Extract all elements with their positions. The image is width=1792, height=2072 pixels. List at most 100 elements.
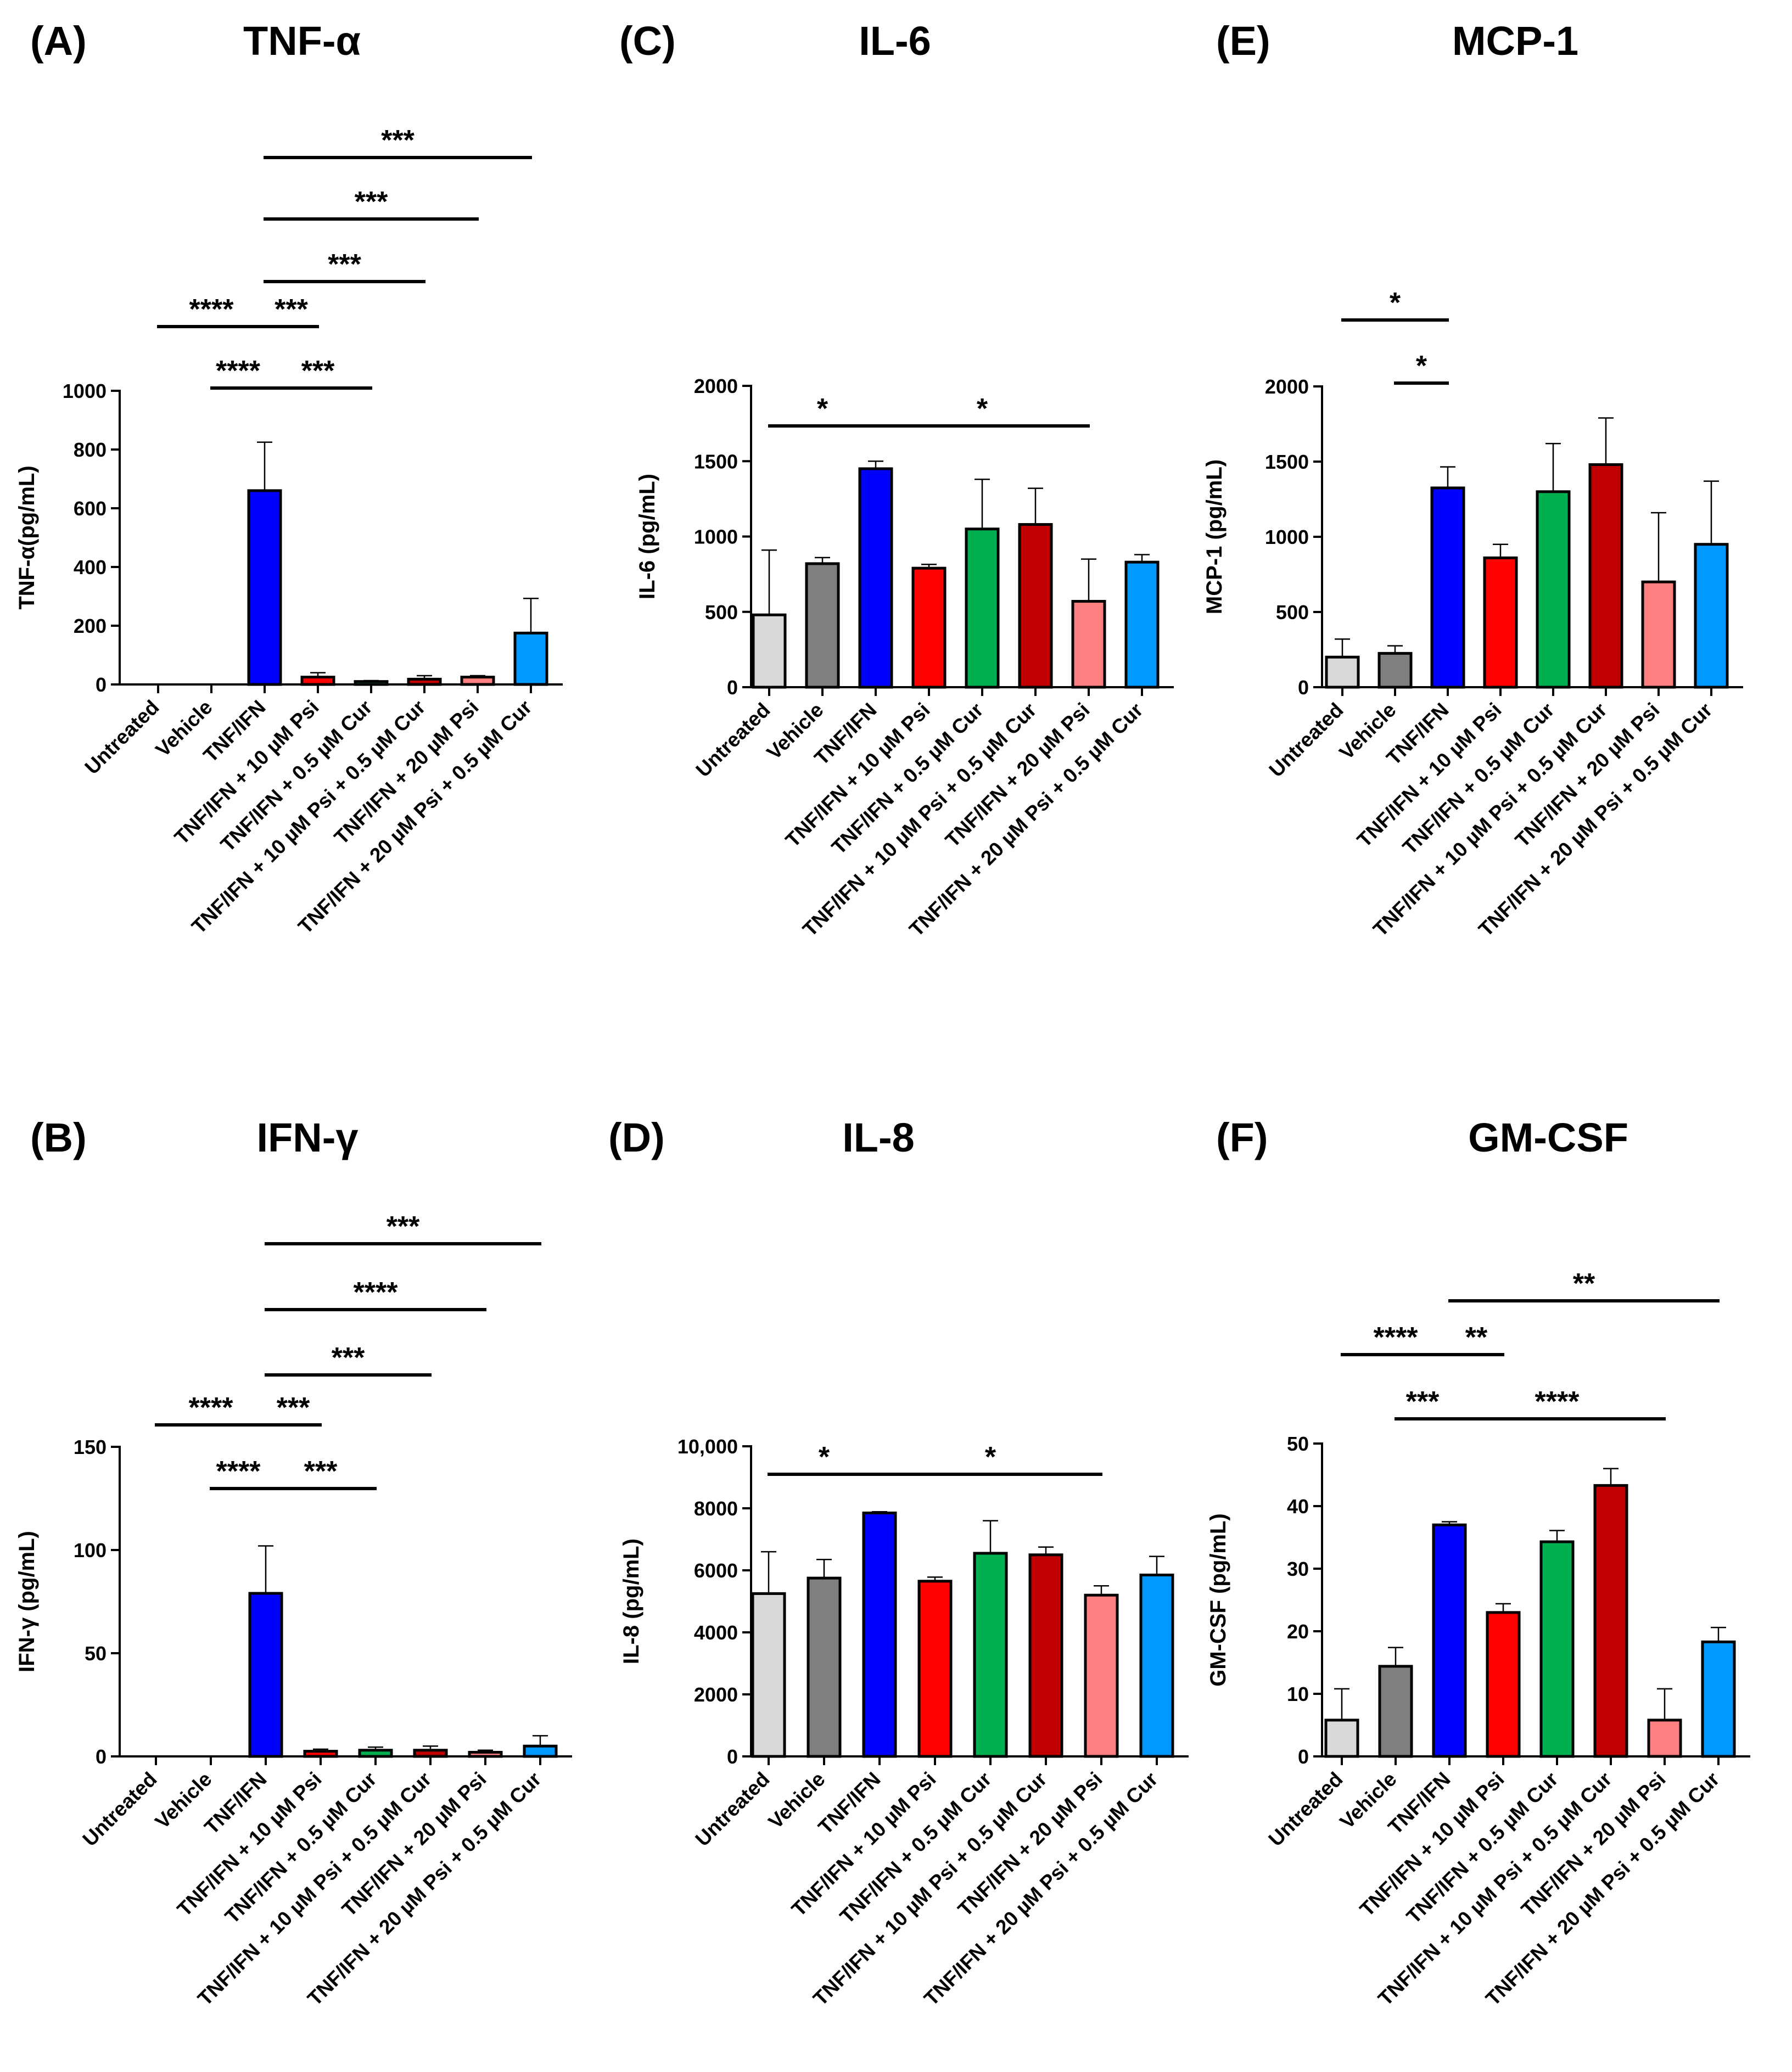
- bar-tnf-ifn-10-m-psi: [1486, 1611, 1521, 1758]
- y-tick-label: 800: [74, 439, 107, 461]
- x-tick-label: Untreated: [692, 699, 775, 782]
- bar-tnf-ifn: [247, 489, 282, 686]
- bar-tnf-ifn-10-m-psi: [303, 1750, 338, 1758]
- y-tick-label: 400: [74, 556, 107, 579]
- panel-c-il-6: (C) IL-6 IL-6 (pg/mL) 0 500 1000 1500 2000 Untre…: [619, 18, 1174, 941]
- bar-tnf-ifn-20-m-psi: [460, 676, 495, 686]
- bar-tnf-ifn-10-m-psi: [917, 1580, 953, 1758]
- significance-label: **: [1573, 1268, 1595, 1300]
- y-tick-label: 40: [1287, 1495, 1309, 1518]
- significance-label: ***: [301, 355, 335, 387]
- y-tick-label: 100: [74, 1539, 107, 1562]
- y-tick-label: 0: [1298, 1745, 1309, 1768]
- significance-label: ****: [189, 1392, 234, 1424]
- significance-label: ***: [387, 1211, 420, 1243]
- x-tick-label: Untreated: [1264, 1768, 1347, 1851]
- significance-label: **: [1465, 1322, 1488, 1354]
- y-tick-label: 20: [1287, 1620, 1309, 1643]
- y-axis-label: GM-CSF (pg/mL): [1206, 1513, 1230, 1687]
- panel-letter: (C): [619, 18, 676, 64]
- y-tick-label: 1000: [1265, 526, 1309, 548]
- panel-title: GM-CSF: [1468, 1115, 1628, 1160]
- bar-vehicle: [807, 1576, 842, 1758]
- significance-label: ****: [189, 294, 234, 325]
- bar-tnf-ifn: [1432, 1523, 1467, 1758]
- bar-tnf-ifn-0-5-m-cur: [973, 1552, 1008, 1758]
- bar-vehicle: [1377, 652, 1413, 689]
- bar-tnf-ifn-0-5-m-cur: [1536, 490, 1571, 689]
- y-tick-label: 0: [1298, 676, 1309, 699]
- bar-tnf-ifn-20-m-psi-0-5-m-cur: [523, 1744, 558, 1758]
- bar-tnf-ifn-20-m-psi-0-5-m-cur: [513, 631, 548, 686]
- y-axis-label: MCP-1 (pg/mL): [1202, 459, 1227, 614]
- bar-tnf-ifn-10-m-psi-0-5-m-cur: [1018, 523, 1053, 689]
- bar-tnf-ifn-10-m-psi-0-5-m-cur: [407, 677, 442, 686]
- bar-untreated: [752, 613, 787, 689]
- y-tick-label: 1000: [63, 380, 107, 402]
- bar-tnf-ifn-10-m-psi: [911, 566, 947, 689]
- y-tick-label: 2000: [694, 375, 738, 397]
- panel-d-il-8: (D) IL-8 IL-8 (pg/mL) 0 2000 4000 6000 8000 10,0…: [608, 1115, 1189, 2010]
- bar-tnf-ifn-10-m-psi-0-5-m-cur: [1593, 1484, 1628, 1758]
- bar-vehicle: [805, 562, 840, 689]
- y-tick-label: 10: [1287, 1683, 1309, 1705]
- y-tick-label: 1000: [694, 526, 738, 548]
- bar-tnf-ifn-20-m-psi-0-5-m-cur: [1124, 560, 1160, 689]
- significance-label: ****: [216, 1456, 261, 1487]
- y-tick-label: 50: [85, 1642, 107, 1665]
- y-axis-label: IL-6 (pg/mL): [635, 474, 659, 599]
- significance-label: ***: [355, 186, 388, 218]
- bar-tnf-ifn-10-m-psi-0-5-m-cur: [1588, 463, 1623, 689]
- bar-tnf-ifn-20-m-psi-0-5-m-cur: [1701, 1640, 1736, 1758]
- bar-tnf-ifn: [858, 467, 893, 689]
- significance-label: *: [977, 393, 988, 425]
- significance-label: ***: [381, 125, 415, 156]
- significance-label: ***: [275, 294, 308, 325]
- bar-tnf-ifn-20-m-psi: [1647, 1719, 1682, 1758]
- bar-tnf-ifn-20-m-psi: [1641, 580, 1676, 689]
- panel-letter: (E): [1216, 18, 1270, 64]
- y-tick-label: 30: [1287, 1558, 1309, 1580]
- y-axis-label: IFN-γ (pg/mL): [15, 1531, 39, 1672]
- bar-untreated: [1324, 1719, 1359, 1758]
- y-tick-label: 500: [1276, 601, 1309, 624]
- y-tick-label: 2000: [694, 1683, 738, 1706]
- bar-tnf-ifn-20-m-psi: [468, 1750, 503, 1758]
- y-tick-label: 0: [96, 673, 107, 696]
- bar-tnf-ifn-20-m-psi: [1084, 1593, 1119, 1758]
- significance-label: ****: [1535, 1386, 1580, 1418]
- significance-label: *: [1416, 350, 1427, 382]
- bar-tnf-ifn: [248, 1592, 283, 1758]
- panel-a-tnf: (A) TNF-α TNF-α(pg/mL) 0 200 400 600 800 1000 Unt…: [15, 18, 563, 938]
- bar-tnf-ifn: [1430, 486, 1465, 689]
- panel-title: TNF-α: [243, 18, 361, 64]
- significance-label: ****: [1374, 1322, 1419, 1354]
- bar-vehicle: [1378, 1665, 1413, 1758]
- y-tick-label: 0: [727, 676, 738, 699]
- significance-label: ****: [354, 1277, 399, 1309]
- bar-untreated: [1325, 655, 1360, 689]
- significance-label: ***: [332, 1342, 365, 1374]
- panel-letter: (D): [608, 1115, 665, 1160]
- bar-untreated: [751, 1592, 786, 1758]
- y-tick-label: 8000: [694, 1497, 738, 1520]
- y-tick-label: 600: [74, 497, 107, 520]
- y-axis-label: TNF-α(pg/mL): [15, 465, 39, 609]
- y-tick-label: 2000: [1265, 375, 1309, 398]
- y-tick-label: 50: [1287, 1433, 1309, 1455]
- significance-label: *: [819, 1441, 830, 1473]
- bar-tnf-ifn-0-5-m-cur: [354, 680, 389, 686]
- panel-letter: (A): [30, 18, 87, 64]
- y-tick-label: 200: [74, 615, 107, 637]
- panel-letter: (B): [30, 1115, 87, 1160]
- panel-f-gm-csf: (F) GM-CSF GM-CSF (pg/mL) 0 10 20 30 40 50 Untrea…: [1206, 1115, 1750, 2010]
- bar-tnf-ifn-10-m-psi: [1483, 556, 1518, 689]
- y-tick-label: 150: [74, 1436, 107, 1458]
- y-tick-label: 4000: [694, 1621, 738, 1644]
- y-tick-label: 10,000: [677, 1435, 738, 1458]
- y-tick-label: 1500: [1265, 451, 1309, 473]
- panel-title: IL-8: [842, 1115, 915, 1160]
- x-tick-label: Untreated: [1265, 699, 1348, 782]
- bar-tnf-ifn-10-m-psi: [300, 676, 335, 686]
